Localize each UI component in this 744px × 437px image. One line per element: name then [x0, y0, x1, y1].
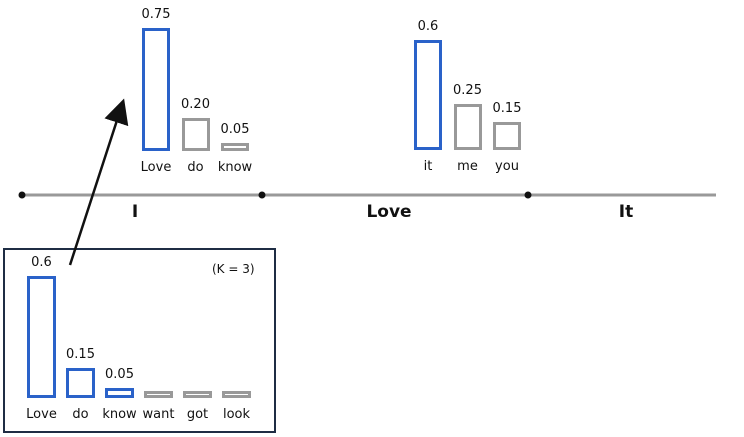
- bar-value-label: 0.6: [31, 255, 52, 271]
- axis-node-2: [258, 191, 266, 199]
- bar-token-label: do: [187, 160, 204, 175]
- token-label: Love: [366, 202, 412, 222]
- bar-value-label: 0.6: [417, 18, 439, 34]
- probability-bar: [27, 276, 56, 398]
- token-label: It: [618, 202, 634, 222]
- bar-value-label: 0.15: [492, 101, 522, 117]
- bar-value-label: 0.05: [105, 366, 134, 382]
- probability-bar: [453, 104, 482, 150]
- probability-bar: [493, 122, 521, 150]
- zoom-arrow: [68, 98, 129, 266]
- k-note: (K = 3): [212, 262, 255, 276]
- probability-bar: [142, 28, 170, 151]
- bar-token-label: do: [72, 407, 89, 422]
- bar-value-label: 0.75: [141, 7, 171, 22]
- bar-token-label: Love: [140, 160, 172, 175]
- probability-bar: [183, 391, 212, 398]
- probability-bar: [221, 142, 249, 151]
- bar-value-label: 0.05: [220, 121, 250, 137]
- probability-bar: [181, 118, 210, 151]
- bar-token-label: want: [142, 407, 175, 422]
- bar-token-label: know: [102, 407, 137, 422]
- bar-token-label: Love: [26, 407, 57, 422]
- bar-token-label: look: [222, 407, 251, 422]
- bar-token-label: know: [217, 160, 253, 175]
- bar-token-label: me: [457, 159, 478, 174]
- bar-value-label: 0.15: [66, 346, 95, 362]
- bar-value-label: 0.25: [453, 83, 482, 98]
- axis-node-1: [18, 191, 26, 199]
- inset-frame: [3, 248, 276, 433]
- probability-bar: [144, 391, 173, 398]
- bar-token-label: it: [423, 159, 433, 174]
- probability-bar: [105, 387, 134, 398]
- probability-bar: [66, 367, 95, 398]
- bar-token-label: got: [186, 407, 209, 422]
- axis-node-3: [524, 191, 532, 199]
- probability-bar: [414, 39, 442, 150]
- bar-token-label: you: [495, 159, 519, 174]
- token-label: I: [131, 202, 139, 222]
- bar-value-label: 0.20: [181, 97, 210, 113]
- probability-bar: [222, 391, 251, 398]
